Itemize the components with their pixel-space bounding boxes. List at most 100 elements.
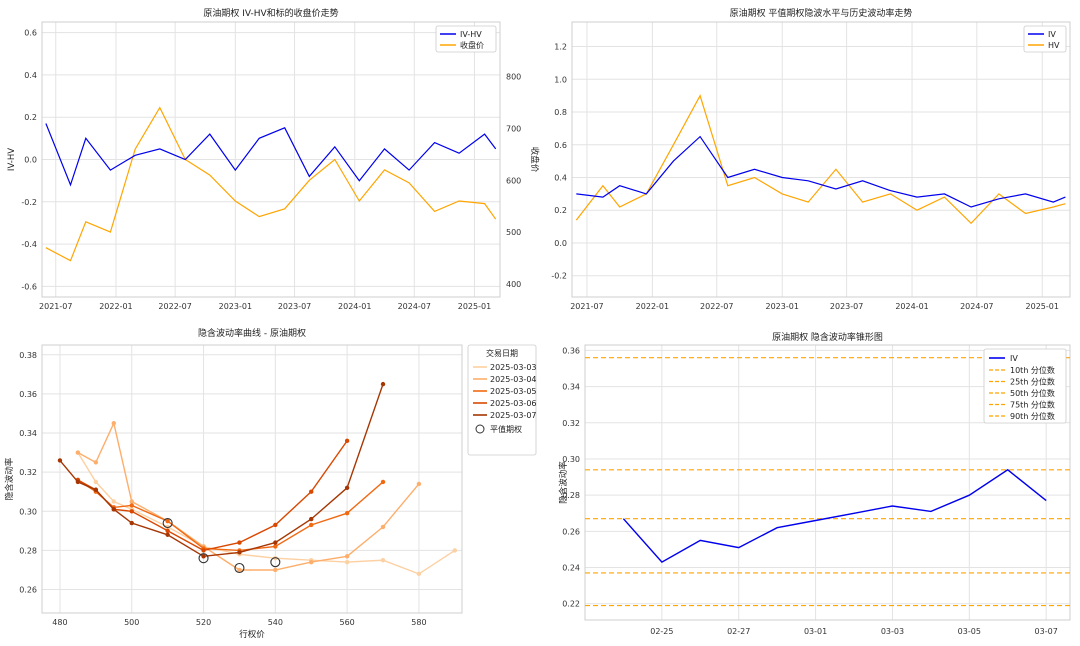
x-tick-label: 03-01 [804, 627, 827, 636]
y-tick-label: 0.34 [19, 429, 37, 438]
y-tick-label: 0.36 [19, 390, 37, 399]
smile-point [380, 557, 386, 563]
x-tick-label: 03-05 [958, 627, 981, 636]
smile-point [129, 499, 134, 504]
smile-point [237, 550, 242, 555]
y-tick-label: 1.2 [554, 43, 567, 52]
smile-point [129, 503, 134, 508]
smile-point [416, 571, 422, 577]
smile-point [237, 567, 242, 573]
y-tick-label: 0.0 [24, 156, 37, 165]
smile-point [452, 548, 458, 553]
smile-point [309, 559, 314, 565]
legend-label: 50th 分位数 [1010, 388, 1055, 398]
atm-marker [198, 553, 209, 564]
smile-line [77, 421, 420, 571]
legend-label: 平值期权 [490, 424, 522, 434]
smile-point [273, 522, 278, 528]
plot-frame [571, 21, 1071, 298]
smile-point [57, 458, 63, 463]
smile-point [273, 540, 278, 545]
smile-point [273, 567, 278, 573]
y-tick-label: -0.6 [21, 282, 37, 291]
y-tick-label: 0.30 [562, 455, 580, 464]
legend-label: IV [1010, 354, 1018, 363]
y2-tick-label: 600 [506, 176, 521, 185]
x-tick-label: 03-07 [1035, 627, 1058, 636]
smile-point [309, 489, 314, 494]
series-line-hv [575, 94, 1066, 225]
smile-point [201, 554, 206, 559]
x-tick-label: 560 [339, 618, 354, 627]
smile-point [111, 421, 116, 426]
x-tick-label: 2024-07 [960, 302, 993, 311]
y-tick-label: 0.8 [554, 108, 567, 117]
x-tick-label: 2023-07 [278, 302, 311, 311]
legend-label: 75th 分位数 [1010, 400, 1055, 410]
x-tick-label: 03-03 [881, 627, 904, 636]
legend-label: IV [1048, 30, 1056, 39]
y-tick-label: 0.24 [562, 564, 580, 573]
smile-point [309, 522, 314, 528]
atm-marker [162, 517, 173, 529]
x-tick-label: 2022-01 [99, 302, 132, 311]
smile-point [165, 524, 170, 530]
y-axis-label: 隐含波动率 [558, 461, 569, 504]
smile-point [273, 544, 278, 549]
y2-tick-label: 400 [506, 280, 521, 289]
y-tick-label: 0.32 [19, 468, 37, 477]
legend-box [467, 344, 537, 456]
x-tick-label: 2023-01 [766, 302, 799, 311]
x-tick-label: 2022-01 [636, 302, 669, 311]
smile-point [344, 554, 350, 559]
series-line-iv [576, 135, 1066, 208]
y-tick-label: 0.36 [562, 346, 580, 355]
x-tick-label: 02-27 [727, 627, 750, 636]
atm-marker [234, 562, 245, 574]
legend-swatch [475, 424, 485, 434]
y2-tick-label: 700 [506, 124, 521, 133]
y-tick-label: -0.2 [551, 272, 567, 281]
smile-line [77, 440, 348, 552]
smile-point [93, 479, 99, 485]
legend-label: 2025-03-04 [490, 375, 537, 384]
legend-title: 交易日期 [486, 348, 518, 358]
smile-point [165, 528, 170, 534]
y-axis-label: IV-HV [7, 148, 17, 171]
smile-point [201, 548, 206, 553]
smile-point [129, 509, 134, 514]
smile-point [344, 511, 350, 516]
legend-label: 2025-03-07 [490, 411, 537, 420]
x-tick-label: 2023-01 [219, 302, 252, 311]
x-tick-label: 2025-01 [458, 302, 491, 311]
series-line-iv [622, 468, 1047, 563]
plot-frame [41, 21, 501, 298]
legend-label: 10th 分位数 [1010, 365, 1055, 375]
plot-frame [41, 344, 463, 614]
x-tick-label: 2022-07 [700, 302, 733, 311]
smile-point [93, 487, 99, 492]
smile-point [111, 499, 116, 504]
smile-point [380, 381, 386, 387]
smile-point [165, 518, 170, 524]
smile-point [344, 559, 350, 565]
y-tick-label: 1.0 [554, 75, 567, 84]
x-tick-label: 02-25 [650, 627, 673, 636]
smile-point [93, 460, 99, 465]
y-tick-label: 0.2 [24, 113, 37, 122]
y2-tick-label: 500 [506, 228, 521, 237]
smile-point [380, 479, 386, 485]
x-tick-label: 580 [411, 618, 426, 627]
smile-point [165, 532, 170, 537]
y-tick-label: 0.34 [562, 383, 580, 392]
smile-line [59, 383, 384, 558]
x-tick-label: 2021-07 [570, 302, 603, 311]
smile-line [77, 479, 384, 552]
x-axis-label: 行权价 [239, 629, 265, 640]
smile-point [75, 450, 81, 455]
smile-point [111, 507, 116, 512]
x-tick-label: 2024-01 [895, 302, 928, 311]
x-tick-label: 2025-01 [1026, 302, 1059, 311]
x-tick-label: 2024-07 [398, 302, 431, 311]
